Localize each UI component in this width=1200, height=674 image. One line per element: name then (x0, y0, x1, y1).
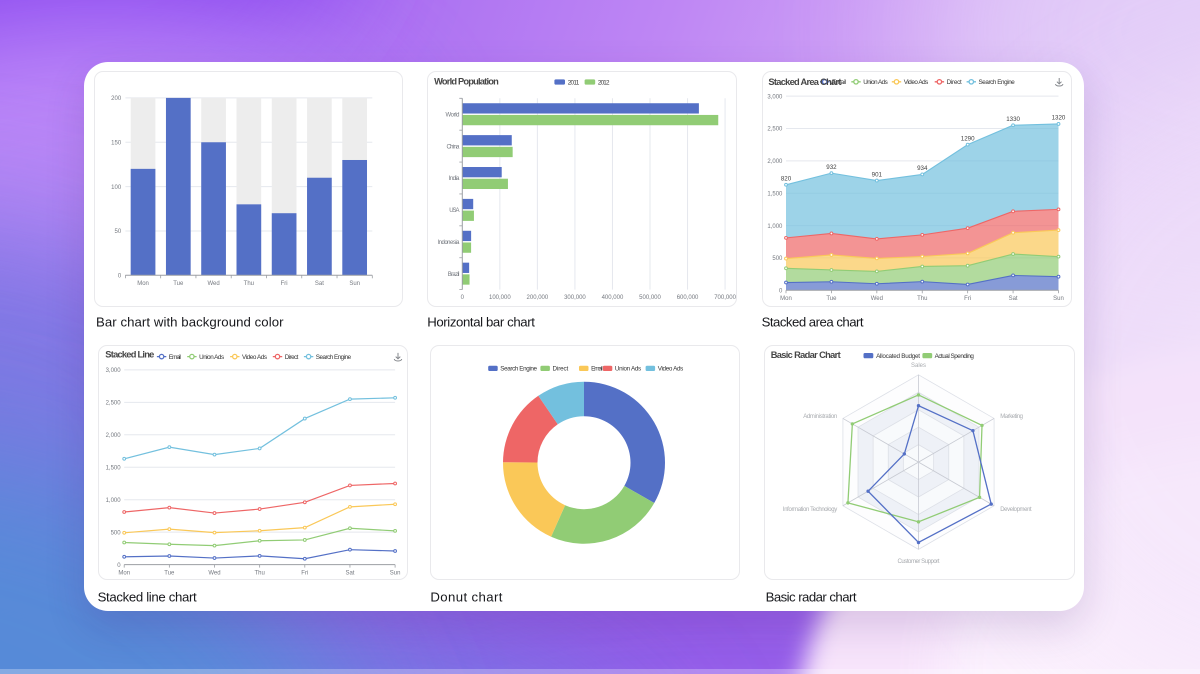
svg-text:600,000: 600,000 (677, 294, 699, 300)
svg-text:Stacked Line: Stacked Line (106, 350, 155, 360)
svg-text:Brazil: Brazil (448, 271, 460, 277)
svg-text:Marketing: Marketing (1000, 414, 1023, 420)
svg-text:0: 0 (117, 273, 121, 279)
svg-text:Bar chart with background colo: Bar chart with background color (96, 314, 284, 329)
svg-text:400,000: 400,000 (602, 294, 624, 300)
svg-text:Tue: Tue (165, 570, 176, 576)
svg-text:Customer Support: Customer Support (898, 559, 940, 565)
svg-text:901: 901 (872, 171, 883, 178)
svg-text:Thu: Thu (255, 570, 265, 576)
svg-text:Union Ads: Union Ads (199, 354, 224, 361)
svg-text:932: 932 (826, 163, 837, 170)
svg-text:Email: Email (169, 354, 181, 361)
svg-text:Development: Development (1000, 507, 1032, 513)
svg-text:820: 820 (781, 175, 792, 182)
svg-text:Mon: Mon (119, 570, 131, 576)
svg-text:Direct: Direct (553, 365, 569, 372)
svg-text:Union Ads: Union Ads (615, 365, 641, 372)
svg-text:Thu: Thu (243, 281, 253, 287)
svg-text:1,000: 1,000 (106, 498, 122, 504)
svg-text:1290: 1290 (961, 135, 975, 142)
svg-text:500: 500 (111, 530, 122, 536)
svg-text:Administration: Administration (803, 414, 837, 420)
svg-text:Basic radar chart: Basic radar chart (766, 590, 857, 605)
svg-text:Fri: Fri (280, 281, 287, 287)
svg-text:Mon: Mon (780, 296, 792, 302)
svg-text:Union Ads: Union Ads (863, 79, 888, 86)
svg-text:150: 150 (111, 140, 122, 146)
svg-text:934: 934 (917, 165, 928, 172)
svg-text:3,000: 3,000 (106, 368, 122, 374)
svg-text:2,500: 2,500 (767, 126, 783, 132)
svg-text:Fri: Fri (964, 296, 971, 302)
svg-text:1330: 1330 (1006, 115, 1020, 122)
svg-text:Video Ads: Video Ads (658, 365, 684, 372)
svg-text:Email: Email (591, 365, 603, 372)
svg-text:Sales: Sales (911, 363, 926, 369)
svg-text:Mon: Mon (137, 281, 149, 287)
svg-text:Sun: Sun (1053, 296, 1064, 302)
svg-text:Wed: Wed (207, 281, 219, 287)
svg-text:Tue: Tue (173, 281, 184, 287)
svg-text:World: World (446, 112, 460, 118)
svg-text:Horizontal bar chart: Horizontal bar chart (427, 314, 535, 329)
svg-text:1,500: 1,500 (106, 465, 122, 471)
svg-text:100,000: 100,000 (489, 294, 511, 300)
svg-text:2,500: 2,500 (106, 401, 122, 407)
svg-text:World Population: World Population (434, 76, 499, 86)
svg-text:Sun: Sun (390, 570, 401, 576)
svg-text:2,000: 2,000 (767, 159, 783, 165)
svg-text:Search Engine: Search Engine (316, 354, 352, 361)
svg-text:China: China (447, 144, 461, 150)
svg-text:200: 200 (111, 96, 122, 102)
svg-text:Search Engine: Search Engine (501, 365, 538, 372)
svg-text:Video Ads: Video Ads (904, 79, 929, 86)
svg-text:Donut chart: Donut chart (430, 590, 502, 605)
svg-text:Stacked area chart: Stacked area chart (762, 314, 864, 329)
svg-text:Wed: Wed (209, 570, 221, 576)
svg-text:Stacked Area Chart: Stacked Area Chart (768, 77, 841, 87)
svg-text:1320: 1320 (1052, 114, 1066, 121)
svg-text:Wed: Wed (871, 296, 883, 302)
svg-text:1,000: 1,000 (767, 223, 783, 229)
svg-text:2,000: 2,000 (106, 433, 122, 439)
svg-text:Tue: Tue (826, 296, 837, 302)
svg-text:Indonesia: Indonesia (438, 239, 461, 245)
svg-text:Actual Spending: Actual Spending (935, 353, 975, 360)
svg-text:Sun: Sun (349, 281, 360, 287)
svg-text:2011: 2011 (568, 79, 580, 86)
svg-text:2012: 2012 (598, 79, 610, 86)
svg-text:Sat: Sat (314, 281, 323, 287)
svg-text:Email: Email (832, 79, 846, 86)
svg-text:India: India (449, 176, 460, 182)
svg-text:700,000: 700,000 (715, 294, 737, 300)
svg-text:300,000: 300,000 (564, 294, 586, 300)
svg-text:Video Ads: Video Ads (242, 354, 267, 361)
svg-text:Allocated Budget: Allocated Budget (876, 353, 920, 360)
svg-text:Direct: Direct (947, 79, 962, 86)
svg-text:500,000: 500,000 (639, 294, 661, 300)
svg-text:0: 0 (779, 288, 783, 294)
svg-text:50: 50 (114, 229, 121, 235)
svg-text:USA: USA (450, 208, 460, 214)
svg-text:Sat: Sat (1009, 296, 1018, 302)
svg-text:Search Engine: Search Engine (979, 79, 1016, 86)
svg-text:Stacked line chart: Stacked line chart (98, 590, 197, 605)
svg-text:0: 0 (118, 563, 122, 569)
svg-text:Basic Radar Chart: Basic Radar Chart (771, 350, 841, 360)
svg-text:0: 0 (461, 294, 465, 300)
svg-text:1,500: 1,500 (767, 191, 783, 197)
svg-text:500: 500 (772, 256, 783, 262)
svg-text:Direct: Direct (285, 354, 299, 361)
svg-text:Sat: Sat (346, 570, 355, 576)
svg-text:3,000: 3,000 (767, 94, 783, 100)
svg-text:Fri: Fri (302, 570, 309, 576)
svg-text:200,000: 200,000 (527, 294, 549, 300)
svg-text:Information Technology: Information Technology (783, 507, 837, 513)
svg-text:100: 100 (111, 184, 122, 190)
svg-text:Thu: Thu (917, 296, 927, 302)
